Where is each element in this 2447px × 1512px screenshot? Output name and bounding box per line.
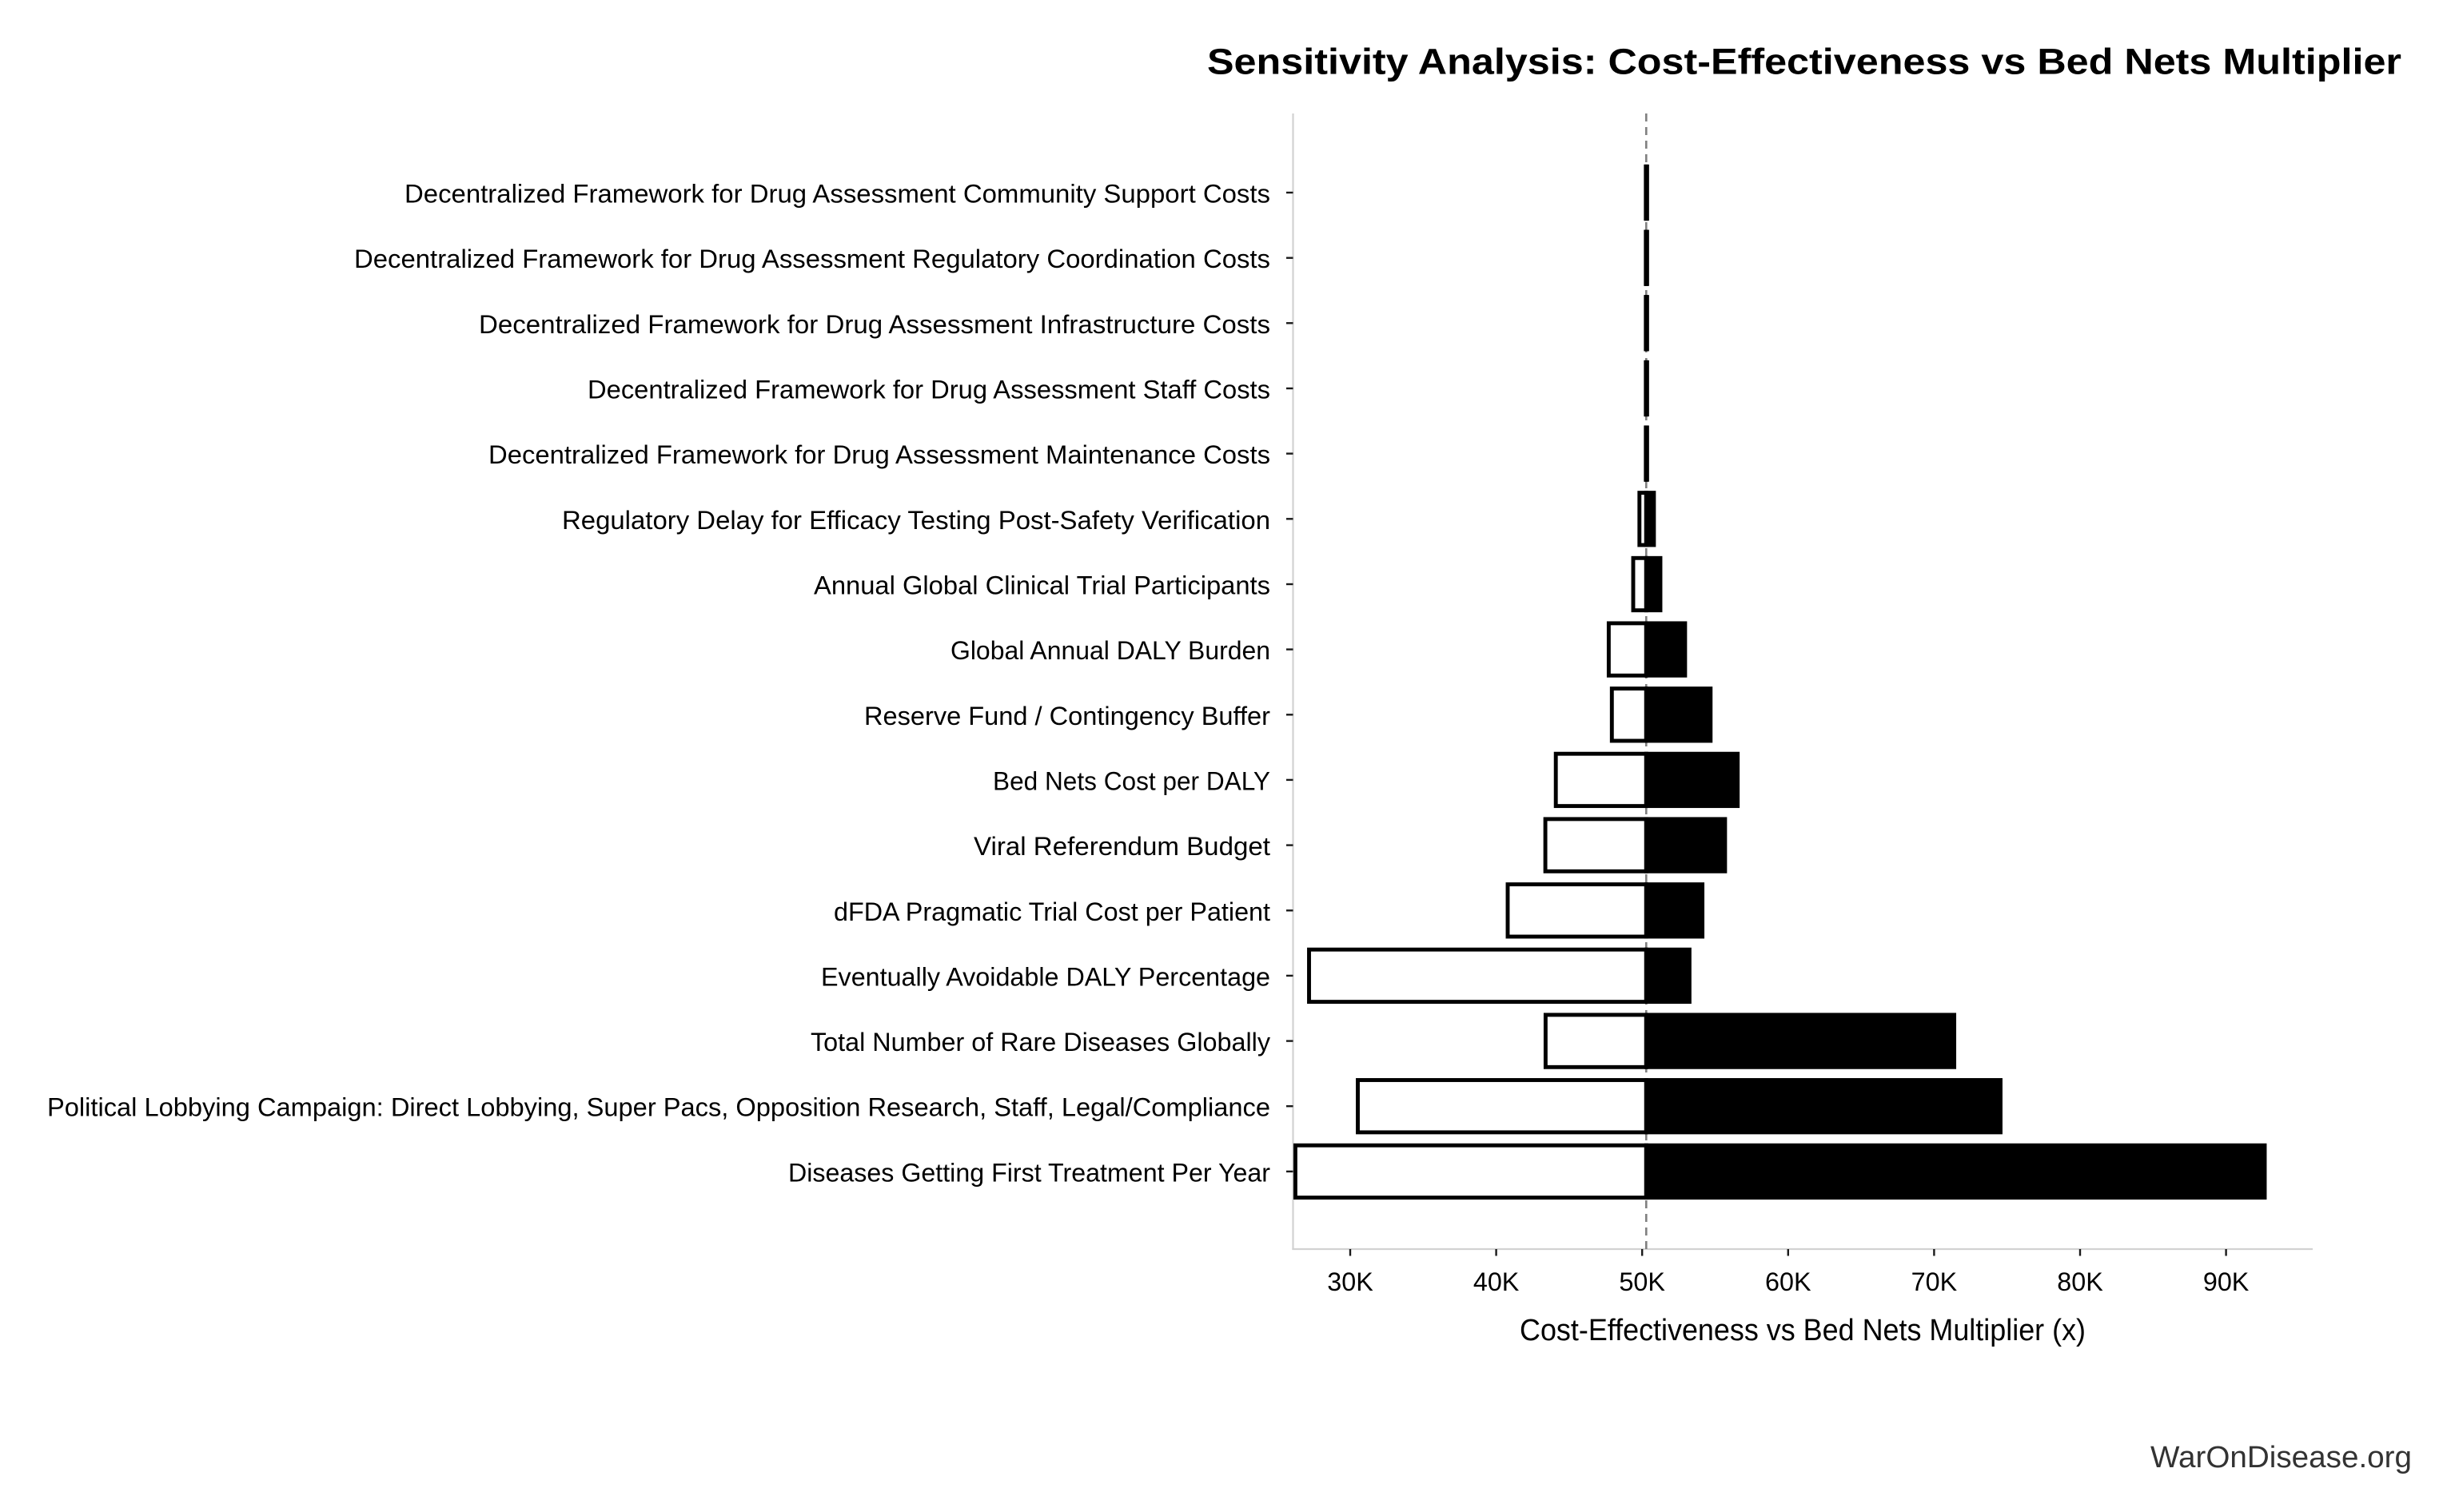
svg-text:Decentralized Framework for Dr: Decentralized Framework for Drug Assessm… <box>488 440 1270 469</box>
svg-text:Viral Referendum Budget: Viral Referendum Budget <box>974 832 1270 861</box>
svg-text:80K: 80K <box>2057 1267 2103 1296</box>
svg-text:Annual Global Clinical Trial P: Annual Global Clinical Trial Participant… <box>814 571 1270 600</box>
svg-text:Decentralized Framework for Dr: Decentralized Framework for Drug Assessm… <box>479 310 1270 339</box>
svg-text:dFDA Pragmatic Trial Cost per: dFDA Pragmatic Trial Cost per Patient <box>834 897 1270 926</box>
svg-text:Bed Nets Cost per DALY: Bed Nets Cost per DALY <box>993 766 1270 795</box>
svg-text:Eventually Avoidable DALY Perc: Eventually Avoidable DALY Percentage <box>821 962 1270 991</box>
svg-text:70K: 70K <box>1911 1267 1958 1296</box>
svg-text:90K: 90K <box>2203 1267 2250 1296</box>
svg-text:Regulatory Delay for Efficacy: Regulatory Delay for Efficacy Testing Po… <box>562 506 1270 535</box>
svg-text:30K: 30K <box>1327 1267 1373 1296</box>
svg-text:WarOnDisease.org: WarOnDisease.org <box>2150 1441 2412 1474</box>
svg-text:Cost-Effectiveness vs Bed Nets: Cost-Effectiveness vs Bed Nets Multiplie… <box>1520 1314 2086 1347</box>
svg-text:Decentralized Framework for Dr: Decentralized Framework for Drug Assessm… <box>588 376 1270 404</box>
svg-text:50K: 50K <box>1619 1267 1665 1296</box>
svg-text:60K: 60K <box>1765 1267 1811 1296</box>
svg-text:Decentralized Framework for Dr: Decentralized Framework for Drug Assessm… <box>354 245 1270 273</box>
svg-text:Political Lobbying Campaign: D: Political Lobbying Campaign: Direct Lobb… <box>47 1093 1270 1122</box>
svg-text:40K: 40K <box>1473 1267 1520 1296</box>
svg-text:Reserve Fund / Contingency Buf: Reserve Fund / Contingency Buffer <box>864 702 1270 730</box>
svg-text:Total Number of Rare Diseases: Total Number of Rare Diseases Globally <box>811 1028 1270 1056</box>
svg-text:Sensitivity Analysis: Cost-Eff: Sensitivity Analysis: Cost-Effectiveness… <box>1207 42 2401 82</box>
svg-text:Decentralized Framework for Dr: Decentralized Framework for Drug Assessm… <box>405 180 1270 209</box>
svg-text:Global Annual DALY Burden: Global Annual DALY Burden <box>951 636 1270 665</box>
svg-text:Diseases Getting First Treatme: Diseases Getting First Treatment Per Yea… <box>788 1158 1270 1187</box>
